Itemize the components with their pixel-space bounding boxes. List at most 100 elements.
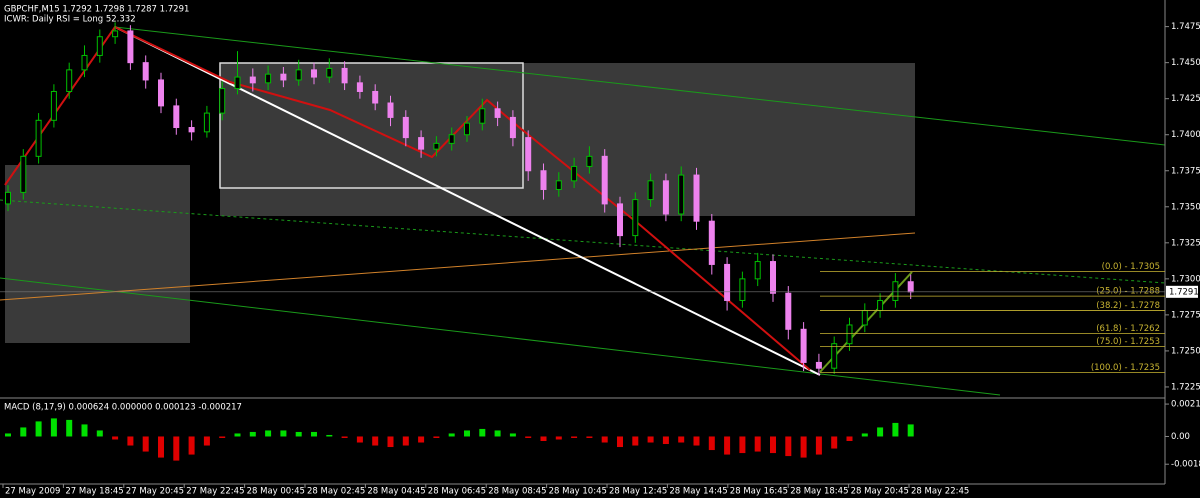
candle-body — [20, 155, 27, 193]
fib-label: (61.8) - 1.7262 — [1096, 324, 1160, 334]
x-tick-label: 27 May 22:45 — [186, 487, 244, 497]
macd-bar — [708, 436, 715, 451]
fib-label: (75.0) - 1.7253 — [1096, 337, 1160, 347]
y-tick-label: 1.7275 — [1171, 310, 1200, 320]
fib-label: (100.0) - 1.7235 — [1091, 363, 1160, 373]
candle-body — [341, 67, 348, 84]
candle-body — [249, 76, 256, 84]
candle-body — [754, 261, 761, 280]
x-tick-label: 27 May 2009 — [5, 487, 60, 497]
macd-bar — [601, 436, 608, 443]
candle-body — [356, 82, 363, 92]
candle-body — [5, 191, 11, 205]
macd-bar — [356, 436, 363, 443]
candle-body — [571, 165, 578, 182]
macd-bar — [20, 427, 27, 437]
x-tick-label: 27 May 20:45 — [126, 487, 184, 497]
candle-body — [203, 112, 210, 133]
candle-body — [693, 174, 700, 222]
macd-bar — [509, 433, 516, 437]
macd-bar — [5, 433, 11, 437]
candle-body — [311, 69, 317, 78]
y-tick-label: 1.7325 — [1171, 238, 1200, 248]
candle-body — [479, 108, 486, 124]
candle-body — [173, 105, 180, 129]
zigzag — [4, 25, 811, 371]
candle-body — [96, 36, 103, 56]
candle-body — [295, 69, 302, 81]
macd-bar — [234, 433, 241, 437]
macd-bar — [402, 436, 409, 446]
macd-bar — [96, 430, 103, 437]
macd-bar — [586, 436, 593, 438]
macd-bar — [724, 436, 731, 455]
candle-body — [142, 62, 149, 81]
candle-body — [632, 199, 639, 237]
y-tick-label: 1.7300 — [1171, 274, 1200, 284]
candle-body — [35, 119, 42, 157]
macd-bar — [311, 431, 317, 437]
macd-bar — [861, 433, 868, 437]
candle-body — [127, 30, 134, 64]
x-tick-label: 28 May 10:45 — [549, 487, 607, 497]
macd-bar — [188, 436, 195, 455]
candle-body — [708, 220, 715, 265]
macd-bar — [464, 430, 470, 437]
macd-bar — [326, 434, 333, 437]
candle-body — [280, 73, 287, 81]
candle-body — [892, 281, 899, 301]
chart-title: GBPCHF,M15 1.7292 1.7298 1.7287 1.7291 — [4, 5, 189, 15]
zone-box — [5, 165, 190, 343]
macd-bar — [693, 436, 700, 446]
macd-bar — [831, 436, 838, 449]
candle-body — [724, 263, 731, 301]
range-box — [219, 62, 524, 189]
candle-body — [678, 174, 685, 215]
macd-bar — [127, 436, 134, 446]
macd-bar — [907, 424, 914, 437]
candle-body — [372, 90, 379, 104]
macd-bar — [142, 436, 149, 452]
macd-bar — [647, 436, 654, 443]
candle-body — [66, 69, 73, 92]
macd-bar — [754, 436, 761, 452]
macd-bar — [35, 421, 42, 437]
candle-body — [800, 328, 807, 363]
macd-bar — [571, 436, 578, 438]
macd-bar — [433, 436, 440, 438]
macd-bar — [280, 430, 287, 437]
x-tick-label: 28 May 20:45 — [851, 487, 909, 497]
candle-body — [540, 170, 547, 190]
y-tick-label: 1.7350 — [1171, 202, 1200, 212]
candle-body — [265, 73, 272, 84]
y-tick-label: 1.7250 — [1171, 346, 1200, 356]
macd-bar — [372, 436, 379, 446]
macd-bar — [877, 427, 884, 437]
y-tick-label: 1.7400 — [1171, 130, 1200, 140]
fib-label: (0.0) - 1.7305 — [1102, 262, 1160, 272]
candle-body — [402, 116, 409, 139]
zone-box — [220, 63, 915, 216]
macd-bar — [555, 436, 562, 440]
candle-body — [907, 281, 914, 293]
candle-body — [387, 102, 394, 118]
macd-bar — [479, 428, 486, 437]
macd-bar — [739, 436, 746, 454]
candle-body — [326, 67, 333, 78]
macd-bar — [846, 436, 853, 441]
candle-body — [877, 299, 884, 312]
fib-label: (38.2) - 1.7278 — [1096, 301, 1160, 311]
macd-bar — [66, 419, 73, 437]
candle-body — [586, 155, 593, 167]
macd-bar — [617, 436, 623, 448]
candle-body — [219, 88, 226, 114]
macd-bar — [158, 436, 164, 458]
trend-line — [0, 199, 1166, 284]
candle-body — [81, 54, 88, 71]
price-tag — [1166, 285, 1198, 298]
candle-body — [433, 142, 440, 150]
candle-body — [647, 180, 654, 201]
y-tick-label: 0.00 — [1171, 432, 1190, 442]
macd-bar — [387, 436, 394, 448]
